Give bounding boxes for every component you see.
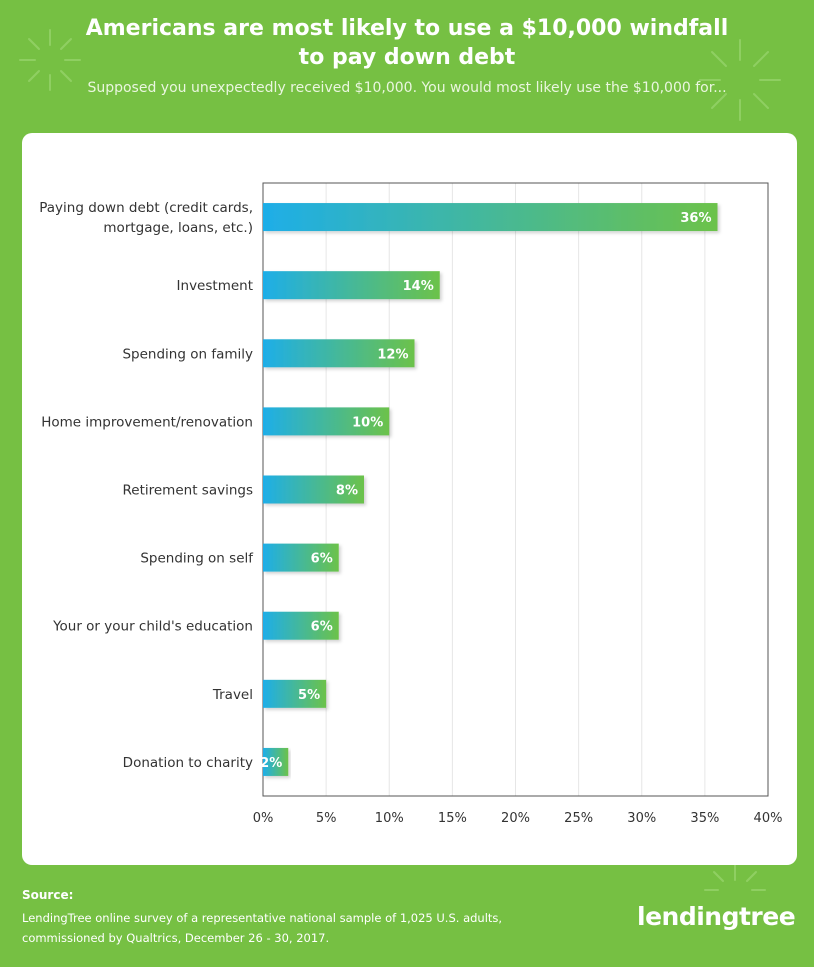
- bar-value-label: 6%: [311, 552, 333, 567]
- x-tick-label: 10%: [375, 811, 404, 826]
- bar-value-label: 10%: [352, 415, 383, 430]
- bar-value-label: 8%: [336, 484, 358, 499]
- category-label: mortgage, loans, etc.): [103, 220, 253, 236]
- category-label: Home improvement/renovation: [41, 414, 253, 430]
- firework-decoration-bottom: [704, 864, 766, 891]
- firework-decoration-left: [19, 29, 81, 91]
- bar: [263, 747, 289, 776]
- chart-subtitle: Supposed you unexpectedly received $10,0…: [87, 80, 727, 96]
- bar: [263, 679, 327, 708]
- lendingtree-logo: lendingtree: [637, 902, 796, 931]
- chart-title: Americans are most likely to use a $10,0…: [0, 14, 814, 72]
- bar-value-label: 6%: [311, 620, 333, 635]
- bar: [263, 339, 415, 368]
- bar: [263, 543, 339, 572]
- source-text: LendingTree online survey of a represent…: [22, 908, 582, 948]
- x-tick-label: 35%: [690, 811, 719, 826]
- x-tick-label: 30%: [627, 811, 656, 826]
- category-label: Spending on self: [140, 551, 254, 567]
- source-line1: LendingTree online survey of a represent…: [22, 911, 503, 925]
- bar: [263, 407, 390, 436]
- category-label: Travel: [212, 687, 253, 703]
- x-tick-label: 5%: [316, 811, 337, 826]
- bar: [263, 475, 364, 504]
- chart-card: 0% 5% 10% 15% 20% 25% 30% 35% 40% 36% Paying down …: [22, 133, 797, 865]
- category-label: Investment: [177, 278, 253, 294]
- bar: [263, 203, 718, 232]
- firework-decoration-right: [699, 39, 781, 121]
- bar: [263, 611, 339, 640]
- category-label: Paying down debt (credit cards,: [39, 200, 253, 216]
- bar-chart: 0% 5% 10% 15% 20% 25% 30% 35% 40% 36% Paying down …: [39, 182, 783, 826]
- bar-value-label: 2%: [260, 756, 282, 771]
- category-label: Retirement savings: [123, 483, 254, 499]
- x-tick-label: 0%: [253, 811, 274, 826]
- category-label: Spending on family: [122, 346, 253, 362]
- bar: [263, 271, 440, 300]
- bar-value-label: 12%: [377, 347, 408, 362]
- x-tick-label: 15%: [438, 811, 467, 826]
- bar-value-label: 14%: [403, 279, 434, 294]
- category-label: Donation to charity: [123, 755, 253, 771]
- source-line2: commissioned by Qualtrics, December 26 -…: [22, 931, 330, 945]
- x-tick-label: 20%: [501, 811, 530, 826]
- chart-title-line1: Americans are most likely to use a $10,0…: [85, 16, 729, 41]
- x-tick-label: 40%: [754, 811, 783, 826]
- bar-value-label: 36%: [680, 211, 711, 226]
- category-label: Your or your child's education: [52, 619, 253, 635]
- x-tick-label: 25%: [564, 811, 593, 826]
- chart-title-line2: to pay down debt: [298, 45, 516, 70]
- source-label: Source:: [22, 888, 74, 902]
- bar-value-label: 5%: [298, 688, 320, 703]
